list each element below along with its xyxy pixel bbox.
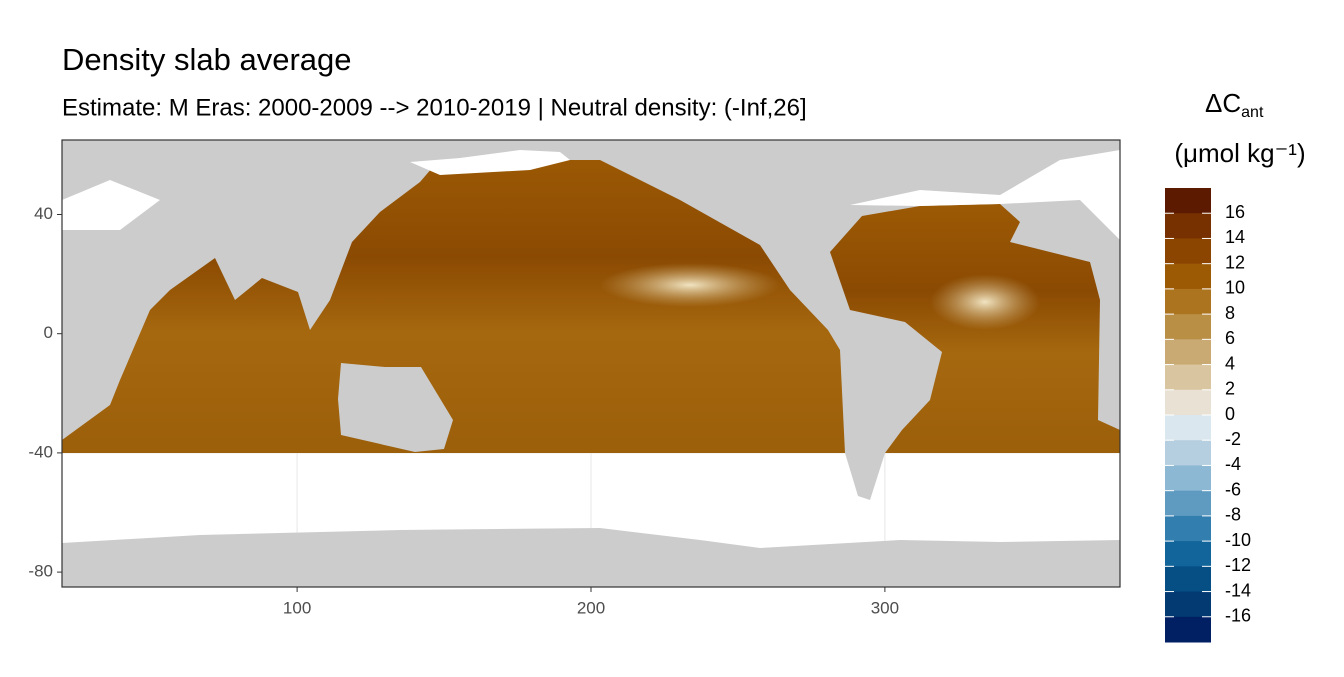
legend-swatch: [1165, 616, 1211, 643]
map: [62, 140, 1120, 500]
legend-swatch: [1165, 339, 1211, 366]
land: [338, 363, 453, 452]
x-tick-label: 100: [283, 598, 311, 617]
legend-swatch: [1165, 314, 1211, 340]
arctic-ice: [850, 150, 1120, 240]
legend-label: 6: [1225, 328, 1235, 348]
legend-label: 12: [1225, 252, 1245, 272]
legend-swatch: [1165, 591, 1211, 618]
ocean: [62, 152, 845, 453]
x-tick-label: 200: [577, 598, 605, 617]
land: [845, 453, 885, 500]
land: [62, 140, 1120, 160]
legend-label: -8: [1225, 505, 1241, 525]
ocean-pattern: [930, 274, 1040, 330]
legend-swatch: [1165, 263, 1211, 290]
legend: 16 14 12 10 8 6 4 2 0 -2 -4 -6 -8 -10 -12 -14 -16: [1165, 188, 1251, 643]
antarctica: [62, 528, 1120, 587]
ocean-pattern: [600, 263, 780, 307]
arctic-ice: [62, 180, 160, 230]
legend-swatch: [1165, 541, 1211, 567]
legend-swatch: [1165, 389, 1211, 416]
legend-swatch: [1165, 490, 1211, 517]
x-tick-label: 300: [871, 598, 899, 617]
legend-label: 8: [1225, 303, 1235, 323]
legend-swatch: [1165, 238, 1211, 265]
legend-label: 2: [1225, 379, 1235, 399]
legend-label: 10: [1225, 278, 1245, 298]
legend-label: 16: [1225, 202, 1245, 222]
legend-label: -16: [1225, 606, 1251, 626]
legend-swatch: [1165, 515, 1211, 542]
legend-swatch: [1165, 566, 1211, 593]
legend-swatch: [1165, 364, 1211, 391]
legend-swatch: [1165, 440, 1211, 466]
legend-title-main: ΔC: [1205, 88, 1241, 118]
legend-title-subscript: ant: [1241, 104, 1264, 121]
legend-label: 4: [1225, 353, 1235, 373]
arctic-ice: [410, 150, 570, 175]
y-tick-label: -40: [28, 442, 53, 461]
legend-label: -12: [1225, 555, 1251, 575]
legend-swatch: [1165, 188, 1211, 214]
chart-subtitle: Estimate: M Eras: 2000-2009 --> 2010-201…: [62, 94, 807, 121]
y-tick-label: 0: [44, 323, 53, 342]
legend-title: ΔCant: [1205, 88, 1264, 121]
chart-title: Density slab average: [62, 42, 352, 77]
legend-label: -4: [1225, 454, 1241, 474]
legend-label: 0: [1225, 404, 1235, 424]
legend-swatch: [1165, 415, 1211, 441]
y-tick-label: 40: [34, 204, 53, 223]
legend-label: -2: [1225, 429, 1241, 449]
legend-label: -14: [1225, 580, 1251, 600]
legend-swatch: [1165, 465, 1211, 492]
legend-swatch: [1165, 288, 1211, 315]
legend-unit: (μmol kg⁻¹): [1174, 138, 1305, 168]
legend-label: -6: [1225, 479, 1241, 499]
legend-label: -10: [1225, 530, 1251, 550]
legend-label: 14: [1225, 227, 1245, 247]
y-tick-label: -80: [28, 562, 53, 581]
legend-swatch: [1165, 213, 1211, 239]
